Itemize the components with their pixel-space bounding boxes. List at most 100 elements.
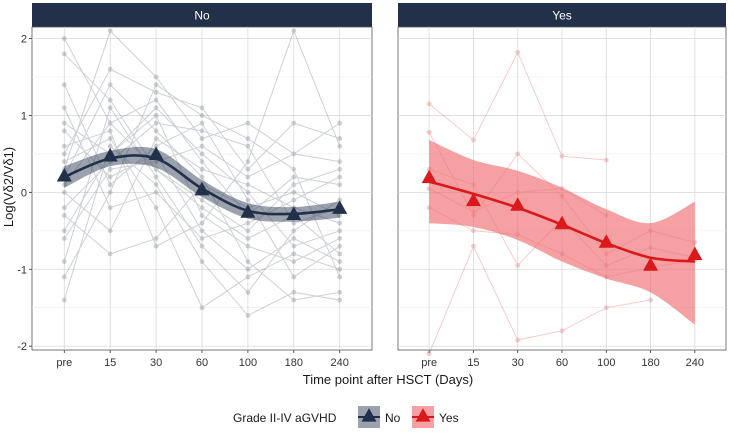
mean-marker [598, 234, 614, 248]
y-tick-label: 0 [21, 187, 27, 199]
individual-point [199, 259, 205, 264]
mean-marker [240, 204, 256, 218]
individual-point [107, 143, 113, 149]
individual-point [291, 220, 297, 226]
individual-line [64, 29, 341, 247]
individual-point [337, 166, 343, 172]
individual-line [63, 145, 340, 317]
individual-point [291, 236, 297, 241]
individual-point [107, 28, 113, 34]
mean-marker [643, 257, 659, 271]
individual-point [515, 151, 521, 157]
individual-point [337, 274, 343, 280]
individual-point [61, 143, 67, 149]
panel-yes: Yes pre 15 30 60 100 180 240 [397, 3, 727, 369]
individual-point [153, 82, 159, 88]
y-tick-label: 2 [21, 34, 27, 46]
mean-marker [421, 169, 437, 184]
individual-point [426, 101, 432, 107]
x-tick-label: pre [421, 357, 437, 369]
individual-point [61, 120, 67, 126]
individual-point [61, 236, 67, 241]
mean-marker [332, 200, 348, 214]
individual-point [199, 151, 205, 157]
individual-point [199, 120, 205, 126]
mean-marker [510, 197, 526, 211]
individual-point [245, 159, 251, 164]
individual-point [61, 228, 67, 234]
individual-point [337, 259, 343, 264]
individual-point [199, 213, 205, 218]
individual-point [245, 274, 251, 280]
individual-point [515, 49, 521, 55]
individual-point [107, 136, 113, 141]
individual-point [153, 205, 159, 211]
individual-point [245, 174, 251, 180]
individual-point [199, 197, 205, 203]
individual-line [63, 84, 340, 278]
individual-point [337, 143, 343, 149]
y-axis: -2 -1 0 1 2 [17, 34, 32, 353]
individual-point [107, 166, 113, 172]
individual-line [63, 68, 340, 171]
individual-point [61, 274, 67, 280]
individual-point [291, 151, 297, 157]
individual-point [153, 166, 159, 172]
individual-line [63, 53, 340, 232]
individual-point [61, 297, 67, 303]
individual-point [291, 297, 297, 303]
individual-point [107, 205, 113, 211]
individual-point [515, 263, 521, 268]
individual-point [153, 113, 159, 118]
individual-point [245, 120, 251, 126]
individual-point [337, 159, 343, 164]
individual-point [199, 174, 205, 180]
individual-point [61, 213, 67, 218]
individual-point [245, 289, 251, 295]
individual-point [153, 159, 159, 164]
gridlines [32, 27, 372, 350]
x-tick-label: 30 [512, 357, 524, 369]
individual-point [61, 51, 67, 57]
individual-point [471, 228, 476, 234]
individual-point [199, 166, 205, 172]
individual-point [153, 174, 159, 180]
individual-point [107, 120, 113, 126]
individual-point [61, 205, 67, 211]
individual-point [61, 128, 67, 134]
individual-point [291, 166, 297, 172]
individual-point [291, 251, 297, 257]
x-tick-label: 100 [597, 357, 615, 369]
individual-point [471, 243, 476, 249]
individual-point [245, 236, 251, 241]
individual-point [245, 312, 251, 318]
individual-point [291, 243, 297, 249]
x-tick-label: 15 [467, 357, 479, 369]
individual-point [199, 128, 205, 134]
individual-point [107, 228, 113, 234]
individual-point [199, 236, 205, 241]
individual-point [107, 120, 113, 126]
individual-point [337, 243, 343, 249]
individual-point [337, 136, 343, 141]
facet-strip [398, 3, 726, 27]
legend-label: No [385, 411, 401, 425]
individual-point [61, 105, 67, 111]
legend: Grade II-IV aGVHD No Yes [233, 406, 459, 428]
individual-line [63, 107, 340, 240]
individual-line [63, 83, 340, 301]
facet-strip-label: Yes [552, 9, 572, 23]
individual-point [245, 228, 251, 234]
individual-point [245, 197, 251, 203]
individual-line [63, 99, 340, 217]
x-tick-label: pre [56, 357, 72, 369]
individual-point [107, 182, 113, 188]
individual-line [63, 29, 340, 170]
individual-point [107, 105, 113, 111]
individual-point [107, 128, 113, 134]
individual-point [245, 166, 251, 172]
individual-point [153, 120, 159, 126]
x-axis-title: Time point after HSCT (Days) [303, 372, 474, 387]
individual-line [428, 51, 607, 161]
individual-point [199, 105, 205, 111]
